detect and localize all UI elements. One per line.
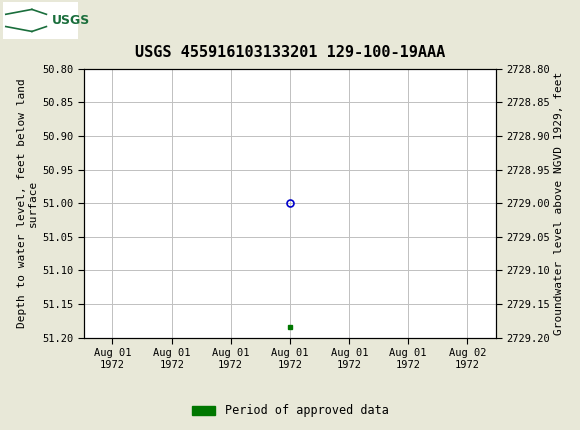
Y-axis label: Depth to water level, feet below land
surface: Depth to water level, feet below land su… (17, 78, 38, 328)
Text: USGS 455916103133201 129-100-19AAA: USGS 455916103133201 129-100-19AAA (135, 45, 445, 60)
Text: USGS: USGS (52, 14, 90, 27)
Legend: Period of approved data: Period of approved data (187, 399, 393, 422)
Bar (3, 2, 78, 39)
Y-axis label: Groundwater level above NGVD 1929, feet: Groundwater level above NGVD 1929, feet (554, 71, 564, 335)
